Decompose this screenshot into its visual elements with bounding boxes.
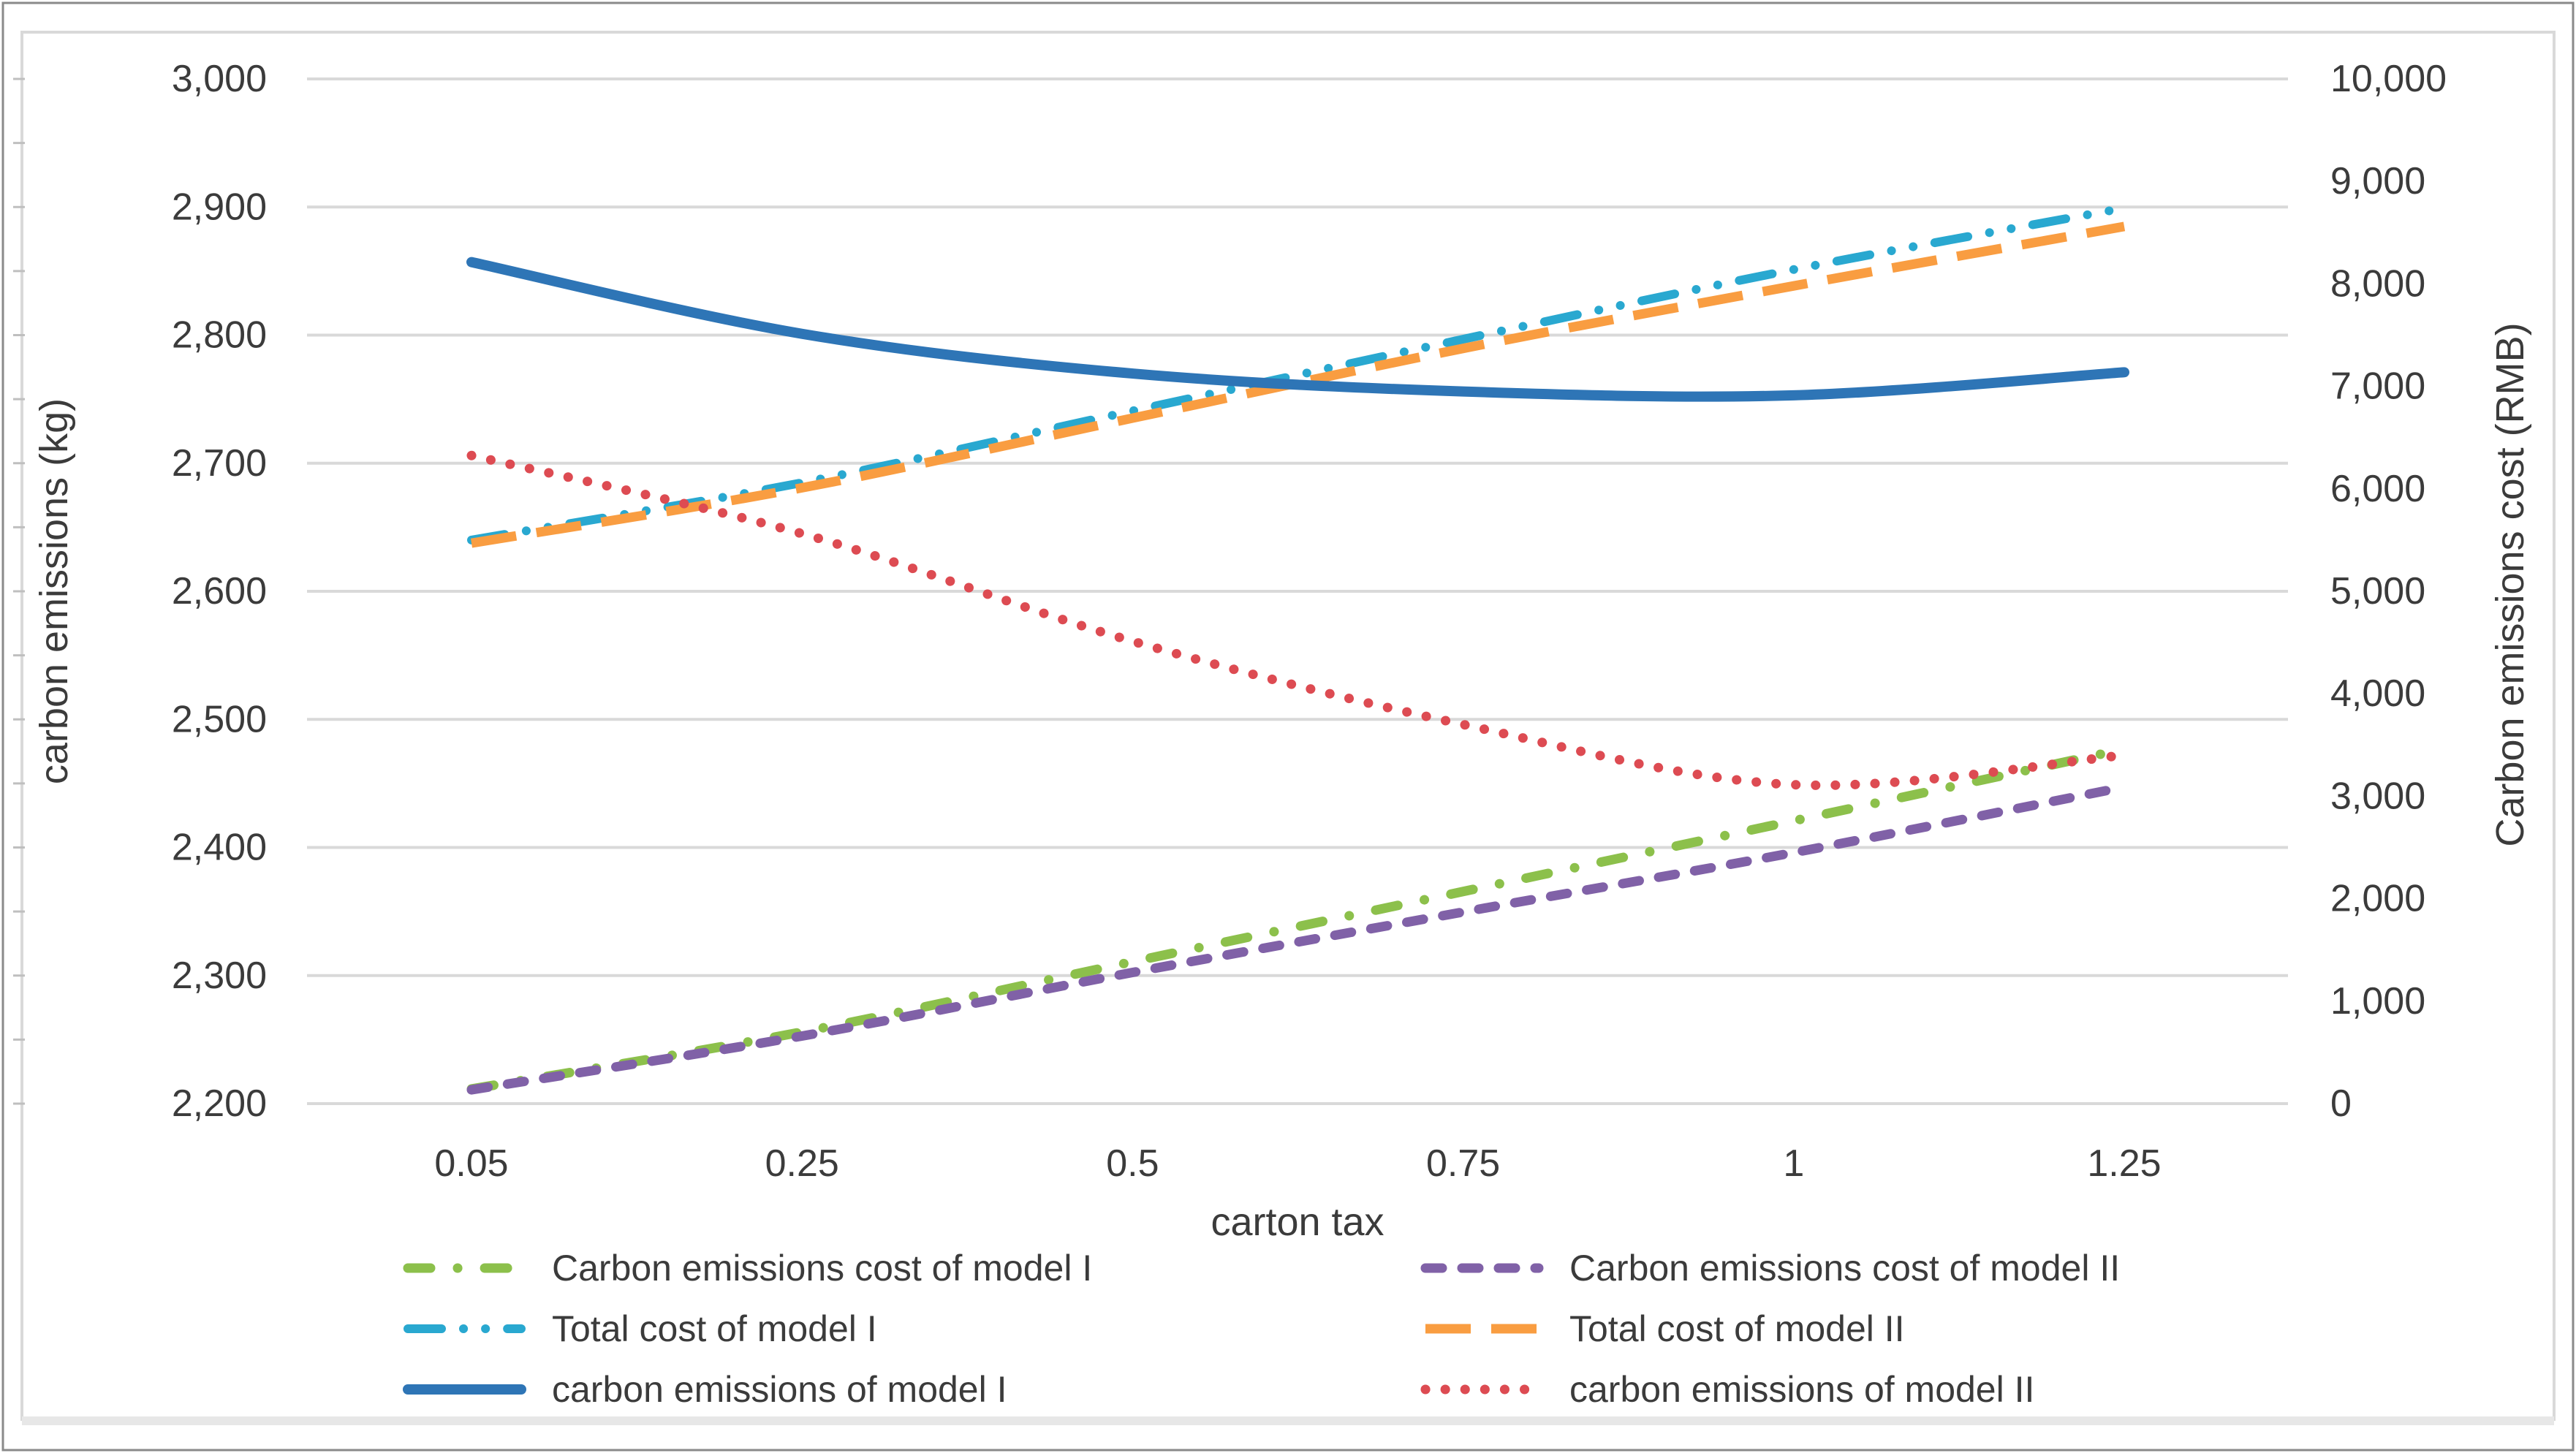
x-axis-title: carton tax bbox=[1211, 1200, 1384, 1244]
series-line-6 bbox=[466, 450, 2129, 790]
legend-item: Total cost of model I bbox=[404, 1308, 877, 1349]
y-axis-right-tick-label: 9,000 bbox=[2330, 160, 2425, 202]
legend-label: Carbon emissions cost of model I bbox=[552, 1248, 1092, 1289]
legend-item: Carbon emissions cost of model I bbox=[403, 1248, 1092, 1289]
y-axis-right-tick-label: 7,000 bbox=[2330, 365, 2425, 408]
legend-label: carbon emissions of model I bbox=[552, 1369, 1007, 1410]
legend-label: Total cost of model I bbox=[552, 1308, 877, 1349]
series-line-3 bbox=[467, 203, 2129, 545]
y-axis-left-tick-label: 2,500 bbox=[172, 698, 267, 740]
legend-item: Total cost of model II bbox=[1425, 1308, 1905, 1349]
y-axis-left-tick-label: 2,700 bbox=[172, 442, 267, 485]
y-axis-left-tick-label: 2,900 bbox=[172, 186, 267, 228]
bottom-strip bbox=[22, 1416, 2554, 1425]
x-axis-tick-label: 1 bbox=[1783, 1142, 1804, 1185]
legend-item: carbon emissions of model I bbox=[403, 1369, 1007, 1410]
legend-label: Carbon emissions cost of model II bbox=[1569, 1248, 2120, 1289]
y-axis-left-title: carbon emissions (kg) bbox=[32, 398, 76, 784]
series-line-2 bbox=[466, 782, 2129, 1095]
series-line-4 bbox=[470, 221, 2126, 548]
series-line-1 bbox=[466, 744, 2129, 1094]
legend-item: Carbon emissions cost of model II bbox=[1420, 1248, 2120, 1289]
legend-label: Total cost of model II bbox=[1569, 1308, 1905, 1349]
y-axis-right-tick-label: 8,000 bbox=[2330, 262, 2425, 305]
x-axis-tick-label: 0.5 bbox=[1106, 1142, 1159, 1185]
y-axis-left-tick-label: 2,400 bbox=[172, 827, 267, 869]
y-axis-right-title: Carbon emissions cost (RMB) bbox=[2488, 322, 2532, 846]
y-axis-left-tick-label: 3,000 bbox=[172, 58, 267, 100]
y-axis-right-tick-label: 5,000 bbox=[2330, 570, 2425, 612]
y-axis-right-tick-label: 2,000 bbox=[2330, 878, 2425, 920]
x-axis-tick-label: 0.25 bbox=[765, 1142, 839, 1185]
y-axis-right-tick-label: 6,000 bbox=[2330, 468, 2425, 510]
legend-item: carbon emissions of model II bbox=[1420, 1369, 2034, 1410]
y-axis-right-tick-label: 0 bbox=[2330, 1082, 2352, 1125]
y-axis-left-tick-label: 2,200 bbox=[172, 1082, 267, 1125]
y-axis-left-tick-label: 2,300 bbox=[172, 955, 267, 997]
y-axis-right-tick-label: 3,000 bbox=[2330, 775, 2425, 817]
y-axis-right-tick-label: 4,000 bbox=[2330, 672, 2425, 715]
x-axis-tick-label: 0.05 bbox=[434, 1142, 508, 1185]
y-axis-right-tick-label: 10,000 bbox=[2330, 58, 2447, 100]
y-axis-left-tick-label: 2,800 bbox=[172, 314, 267, 357]
series-line-5 bbox=[466, 257, 2129, 402]
y-axis-left-tick-label: 2,600 bbox=[172, 570, 267, 612]
x-axis-tick-label: 1.25 bbox=[2087, 1142, 2161, 1185]
x-axis-tick-label: 0.75 bbox=[1426, 1142, 1500, 1185]
legend-label: carbon emissions of model II bbox=[1569, 1369, 2034, 1410]
y-axis-right-tick-label: 1,000 bbox=[2330, 980, 2425, 1023]
